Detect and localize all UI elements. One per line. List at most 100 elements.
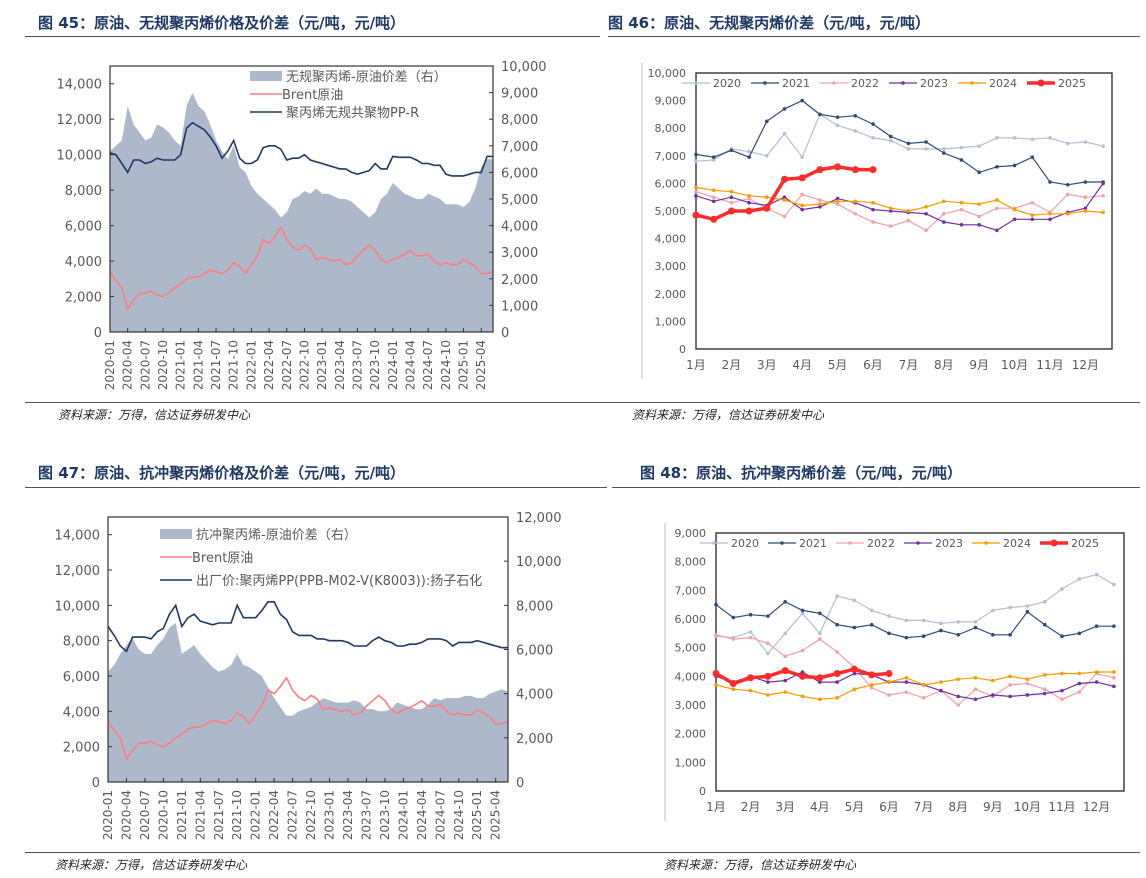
x-tick-label: 7月 (914, 800, 934, 814)
y-tick-label: 10,000 (648, 67, 687, 80)
data-point (942, 220, 946, 224)
data-point (782, 198, 787, 202)
data-point (835, 123, 840, 128)
data-point (783, 631, 787, 636)
data-point (748, 612, 753, 617)
source-divider (25, 402, 1140, 403)
data-point (852, 598, 857, 603)
x-tick-label: 10月 (1001, 358, 1028, 372)
figure-47-title: 图 47：原油、抗冲聚丙烯价格及价差（元/吨，元/吨） (38, 464, 406, 482)
data-point (977, 214, 981, 219)
y-tick-label: 4,000 (675, 670, 707, 683)
data-point (818, 631, 822, 636)
data-point (904, 675, 909, 680)
data-point (991, 693, 995, 697)
data-point (942, 147, 946, 151)
legend-marker (970, 81, 974, 85)
title-divider (608, 36, 1140, 37)
y-right-tick-label: 5,000 (501, 193, 538, 208)
data-point (1077, 671, 1082, 676)
data-point (729, 680, 737, 687)
legend-label: 2020 (731, 537, 759, 550)
y-tick-label: 9,000 (655, 95, 687, 108)
data-point (1060, 688, 1064, 693)
x-tick-label: 2021-10 (230, 790, 244, 840)
y-left-tick-label: 12,000 (55, 564, 101, 579)
data-point (1112, 670, 1116, 674)
plot-frame (695, 72, 1113, 350)
data-point (800, 155, 804, 159)
data-point (921, 683, 926, 687)
data-point (1008, 632, 1012, 637)
data-point (694, 189, 698, 194)
data-point (1065, 192, 1070, 197)
x-tick-label: 2023-10 (368, 340, 382, 390)
data-point (904, 680, 909, 684)
x-tick-label: 2020-10 (156, 340, 170, 390)
legend-marker (916, 541, 920, 545)
data-point (887, 631, 891, 636)
data-point (835, 202, 840, 206)
data-point (1077, 690, 1082, 694)
legend-label: 出厂价:聚丙烯PP(PPB-M02-V(K8003)):扬子石化 (196, 574, 482, 589)
data-point (818, 198, 822, 202)
data-point (868, 671, 876, 679)
x-tick-label: 2022-07 (280, 340, 294, 390)
data-point (783, 678, 787, 683)
data-point (1048, 136, 1052, 140)
x-tick-label: 2024-07 (433, 790, 447, 840)
data-point (748, 635, 753, 640)
x-tick-label: 5月 (828, 358, 848, 372)
x-tick-label: 2020-07 (138, 340, 152, 390)
data-point (995, 228, 999, 233)
data-point (1083, 206, 1088, 211)
y-tick-label: 8,000 (655, 122, 687, 135)
x-tick-label: 2020-07 (138, 790, 152, 840)
data-point (766, 614, 770, 618)
series-line (695, 165, 873, 222)
legend-marker (1037, 79, 1045, 87)
data-point (1048, 211, 1052, 216)
legend-marker (694, 81, 698, 85)
x-tick-label: 4月 (792, 358, 812, 372)
data-point (747, 200, 751, 205)
data-point (694, 185, 698, 190)
data-point (942, 199, 946, 204)
data-point (924, 140, 928, 144)
data-point (1008, 694, 1012, 699)
x-tick-label: 2024-10 (452, 790, 466, 840)
data-point (921, 618, 926, 623)
data-point (977, 223, 981, 227)
data-point (764, 672, 772, 680)
data-point (748, 688, 753, 693)
y-right-tick-label: 2,000 (516, 732, 553, 747)
y-right-tick-label: 7,000 (501, 140, 538, 155)
data-point (1077, 681, 1082, 686)
series-2021 (714, 600, 1116, 640)
data-point (1101, 194, 1105, 198)
series-2020 (714, 572, 1116, 656)
data-point (1008, 605, 1012, 610)
x-tick-label: 3月 (757, 358, 777, 372)
y-left-tick-label: 4,000 (63, 705, 100, 720)
x-tick-label: 2024-04 (404, 340, 418, 390)
data-point (959, 158, 964, 162)
data-point (711, 155, 716, 159)
data-point (818, 680, 822, 684)
x-tick-label: 9月 (983, 800, 1003, 814)
y-tick-label: 4,000 (655, 233, 687, 246)
data-point (939, 628, 943, 633)
y-left-tick-label: 12,000 (57, 113, 103, 128)
data-point (818, 202, 822, 206)
data-point (888, 224, 893, 228)
x-tick-label: 8月 (948, 800, 968, 814)
series-line (695, 113, 1104, 162)
x-tick-label: 2025-04 (474, 340, 488, 390)
data-point (1101, 210, 1105, 215)
data-point (869, 683, 874, 687)
x-tick-label: 2025-01 (470, 790, 484, 840)
data-point (818, 112, 822, 117)
x-tick-label: 2022-07 (286, 790, 300, 840)
data-point (995, 206, 999, 211)
